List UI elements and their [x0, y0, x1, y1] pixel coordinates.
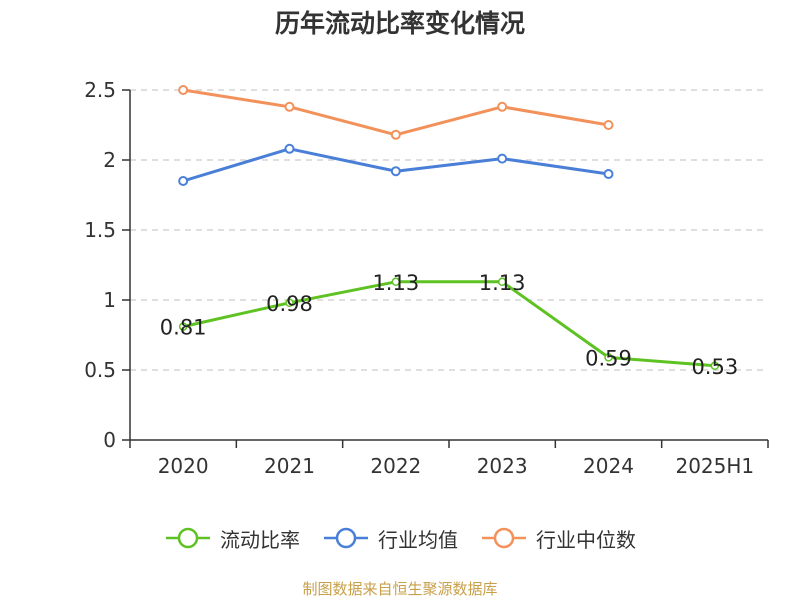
data-label: 0.81: [160, 316, 207, 340]
data-label: 1.13: [372, 271, 419, 295]
data-point-2: [178, 85, 189, 95]
data-label: 1.13: [479, 271, 526, 295]
data-point-2: [497, 101, 508, 112]
data-point-1: [178, 176, 189, 186]
data-point-0: [497, 277, 507, 287]
data-point-1: [603, 169, 614, 179]
x-tick-label: 2022: [370, 454, 421, 478]
data-point-2: [603, 120, 614, 130]
x-tick-label: 2020: [158, 454, 209, 478]
source-note: 制图数据来自恒生聚源数据库: [302, 580, 498, 598]
y-tick-label: 2.5: [84, 78, 116, 102]
legend-swatch-industry-median: [482, 527, 526, 549]
legend-label-liquidity: 流动比率: [220, 527, 300, 552]
data-point-1: [390, 166, 401, 177]
x-tick-label: 2023: [477, 454, 528, 478]
legend-label-industry-median: 行业中位数: [536, 527, 636, 552]
data-point-1: [284, 143, 295, 154]
x-tick-label: 2024: [583, 454, 634, 478]
data-point-2: [390, 129, 401, 140]
legend-item-industry-median[interactable]: 行业中位数: [480, 524, 636, 553]
x-tick-label: 2025H1: [675, 454, 754, 478]
legend-item-industry-avg[interactable]: 行业均值: [322, 524, 458, 553]
y-tick-label: 0: [103, 428, 116, 452]
data-point-2: [284, 101, 295, 112]
series-line-2: [182, 88, 609, 137]
legend: 流动比率 行业均值 行业中位数: [0, 518, 800, 558]
y-tick-label: 2: [103, 148, 116, 172]
x-tick-label: 2021: [264, 454, 315, 478]
data-point-1: [497, 153, 508, 164]
data-point-0: [391, 277, 401, 287]
legend-swatch-liquidity: [166, 527, 210, 549]
y-tick-label: 1.5: [84, 218, 116, 242]
data-point-0: [178, 322, 188, 331]
y-tick-label: 0.5: [84, 358, 116, 382]
legend-swatch-industry-avg: [324, 527, 368, 549]
legend-label-industry-avg: 行业均值: [378, 527, 458, 552]
data-label: 0.53: [691, 355, 738, 379]
data-label: 0.98: [266, 292, 313, 316]
data-point-0: [604, 353, 613, 362]
series-line-0: [182, 280, 715, 368]
data-label: 0.59: [585, 346, 632, 370]
legend-item-liquidity[interactable]: 流动比率: [164, 524, 300, 553]
y-tick-label: 1: [103, 288, 116, 312]
data-point-0: [285, 298, 294, 308]
data-point-0: [710, 361, 720, 371]
chart-title: 历年流动比率变化情况: [274, 9, 525, 38]
